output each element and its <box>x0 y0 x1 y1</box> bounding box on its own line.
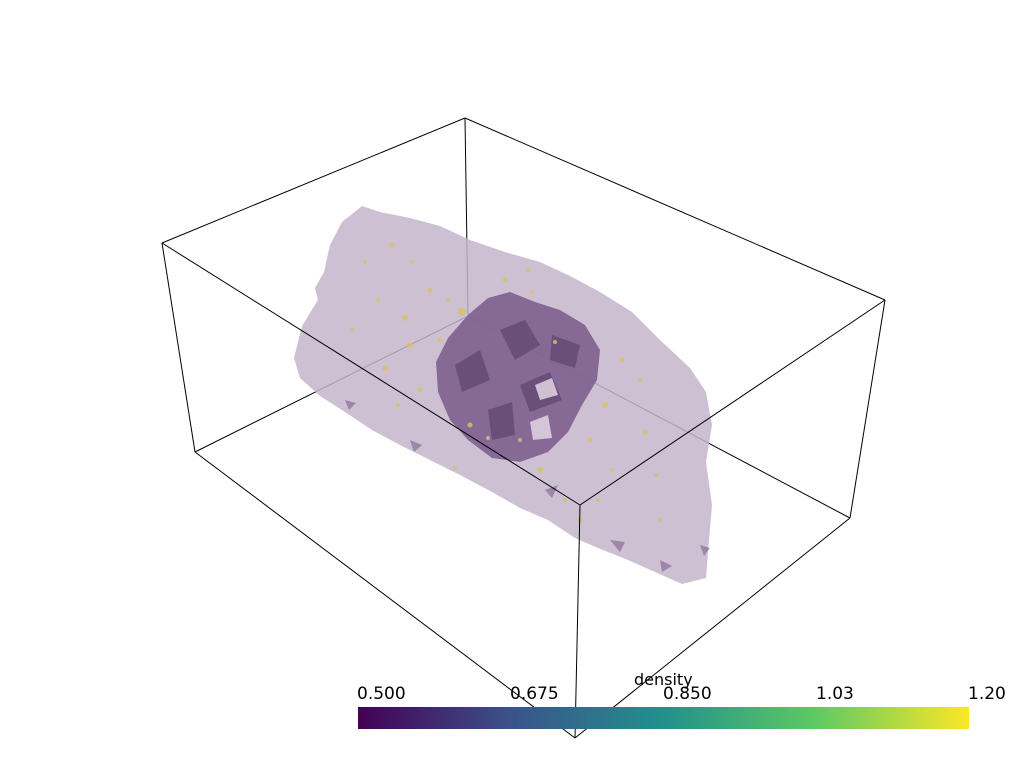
colorbar-tick-label: 1.20 <box>968 684 1006 704</box>
density-speckles <box>350 242 662 523</box>
colorbar-tick-label: 0.500 <box>357 684 406 704</box>
colorbar-tick-label: 0.675 <box>510 684 559 704</box>
outer-isosurface-facets <box>345 400 710 572</box>
colorbar-tick-label: 1.03 <box>816 684 854 704</box>
inner-isosurface-facets <box>455 320 580 440</box>
colorbar-tick-label: 0.850 <box>663 684 712 704</box>
colorbar-gradient <box>358 707 969 729</box>
inner-isosurface <box>436 292 600 462</box>
inner-isosurface-highlights <box>530 378 558 440</box>
colorbar-title: density <box>634 670 693 689</box>
bounding-box-front <box>161 242 886 739</box>
